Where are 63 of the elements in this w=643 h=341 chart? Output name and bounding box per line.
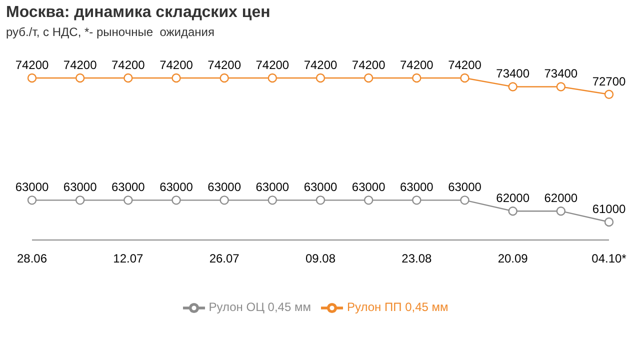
data-label: 74200 <box>256 58 290 72</box>
point <box>364 196 374 205</box>
data-label: 73400 <box>544 66 578 81</box>
data-label: 63000 <box>448 180 482 194</box>
point <box>412 73 422 83</box>
data-label: 61000 <box>592 202 626 216</box>
point <box>604 90 614 99</box>
point <box>27 73 37 83</box>
point <box>460 196 470 205</box>
point <box>460 73 470 83</box>
chart-subtitle: руб./т, с НДС, *- рыночные ожидания <box>6 25 214 39</box>
data-label: 63000 <box>15 180 50 194</box>
chart-title: Москва: динамика складских цен <box>6 4 270 22</box>
data-label: 74200 <box>352 58 386 72</box>
data-label: 63000 <box>63 180 98 194</box>
data-label: 63000 <box>208 180 242 194</box>
data-label: 74200 <box>160 58 194 72</box>
data-label: 73400 <box>496 66 530 81</box>
x-tick-label: 12.07 <box>113 252 144 266</box>
point <box>316 196 326 205</box>
point <box>604 217 614 227</box>
point <box>124 196 133 205</box>
data-label: 63000 <box>160 180 194 194</box>
data-label: 63000 <box>400 180 434 194</box>
point <box>556 82 566 92</box>
x-tick-label: 09.08 <box>305 252 336 266</box>
point <box>124 73 133 83</box>
data-label: 63000 <box>304 180 338 194</box>
x-tick-label: 20.09 <box>498 252 528 266</box>
point <box>27 196 37 205</box>
point <box>220 196 229 205</box>
point <box>556 206 566 216</box>
data-label: 63000 <box>111 180 146 194</box>
data-label: 74200 <box>400 58 434 72</box>
data-label: 72700 <box>592 74 626 88</box>
point <box>412 196 422 205</box>
point <box>75 196 85 205</box>
data-label: 74200 <box>304 58 338 72</box>
point <box>172 73 181 83</box>
point <box>316 73 326 83</box>
legend-label: Рулон ПП 0,45 мм <box>346 300 448 314</box>
data-label: 74200 <box>15 58 50 72</box>
point <box>220 73 229 83</box>
x-tick-label: 23.08 <box>402 252 432 266</box>
x-tick-label: 04.10* <box>592 252 627 266</box>
data-label: 74200 <box>63 58 98 72</box>
data-label: 63000 <box>256 180 290 194</box>
point <box>508 206 518 216</box>
data-label: 62000 <box>496 191 530 206</box>
point <box>508 82 518 92</box>
point <box>268 196 278 205</box>
point <box>75 73 85 83</box>
data-label: 74200 <box>111 58 146 72</box>
legend-label: Рулон ОЦ 0,45 мм <box>208 300 311 314</box>
x-tick-label: 26.07 <box>209 252 240 266</box>
data-label: 74200 <box>448 58 482 72</box>
data-label: 74200 <box>208 58 242 72</box>
data-label: 62000 <box>544 191 578 206</box>
point <box>172 196 181 205</box>
x-tick-label: 28.06 <box>16 252 48 266</box>
data-label: 63000 <box>352 180 386 194</box>
point <box>268 73 278 83</box>
point <box>364 73 374 83</box>
